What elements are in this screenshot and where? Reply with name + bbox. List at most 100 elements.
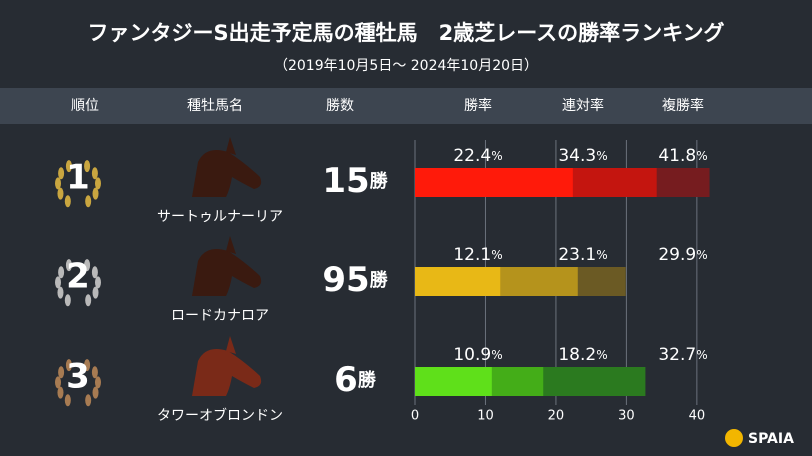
x-tick-label: 20 xyxy=(548,409,565,424)
value-number: 41.8 xyxy=(658,146,696,166)
x-tick-label: 30 xyxy=(618,409,635,424)
rank-number: 1 xyxy=(66,158,90,198)
laurel-leaf xyxy=(94,177,101,190)
horse-icon xyxy=(192,149,262,197)
rank-badge xyxy=(55,160,101,208)
laurel-leaf xyxy=(65,359,72,372)
value-label: 18.2% xyxy=(558,345,607,365)
horse-ear xyxy=(226,137,236,155)
rank-number: 2 xyxy=(66,257,90,297)
horse-icon xyxy=(192,248,262,296)
column-header: 連対率 xyxy=(562,97,604,114)
laurel-leaf xyxy=(64,294,71,307)
horse-ear xyxy=(226,236,236,254)
sire-name: サートゥルナーリア xyxy=(157,209,283,225)
laurel-leaf xyxy=(85,394,92,407)
sire-name: タワーオブロンドン xyxy=(157,407,283,424)
column-header: 勝数 xyxy=(326,98,354,114)
value-label: 34.3% xyxy=(558,146,607,166)
value-number: 22.4 xyxy=(453,146,491,166)
wins-unit: 勝 xyxy=(370,170,389,192)
header-bar xyxy=(0,88,812,124)
laurel-leaf xyxy=(92,286,99,299)
bar xyxy=(415,367,492,396)
value-unit: % xyxy=(696,348,707,362)
laurel-leaf xyxy=(92,187,99,200)
value-number: 32.7 xyxy=(658,345,696,365)
wins-unit: 勝 xyxy=(358,369,377,391)
value-unit: % xyxy=(596,248,607,262)
wins: 15勝 xyxy=(322,161,388,201)
laurel-leaf xyxy=(92,386,99,399)
laurel-leaf xyxy=(57,386,64,399)
laurel-leaf xyxy=(85,195,92,208)
wins-number: 95 xyxy=(322,260,369,300)
wins-unit: 勝 xyxy=(370,269,389,291)
horse-ear xyxy=(226,336,236,354)
value-number: 12.1 xyxy=(453,245,491,265)
laurel-leaf xyxy=(91,167,98,180)
value-label: 23.1% xyxy=(558,245,607,265)
value-label: 29.9% xyxy=(658,245,707,265)
value-unit: % xyxy=(696,149,707,163)
value-unit: % xyxy=(491,348,502,362)
laurel-leaf xyxy=(94,276,101,289)
laurel-leaf xyxy=(57,286,64,299)
laurel-leaf xyxy=(65,160,72,173)
laurel-leaf xyxy=(57,187,64,200)
laurel-leaf xyxy=(55,177,62,190)
value-label: 12.1% xyxy=(453,245,502,265)
laurel-leaf xyxy=(55,376,62,389)
value-unit: % xyxy=(491,248,502,262)
sire-name: ロードカナロア xyxy=(171,308,269,324)
laurel-leaf xyxy=(58,167,65,180)
wins: 95勝 xyxy=(322,260,388,300)
wins-number: 15 xyxy=(322,161,369,201)
value-label: 22.4% xyxy=(453,146,502,166)
column-header: 種牡馬名 xyxy=(187,98,243,114)
value-number: 23.1 xyxy=(558,245,596,265)
laurel-leaf xyxy=(91,366,98,379)
rank-badge xyxy=(55,359,101,407)
column-header: 複勝率 xyxy=(662,97,704,114)
value-unit: % xyxy=(596,348,607,362)
value-number: 10.9 xyxy=(453,345,491,365)
laurel-leaf xyxy=(91,266,98,279)
value-number: 18.2 xyxy=(558,345,596,365)
value-unit: % xyxy=(596,149,607,163)
laurel-leaf xyxy=(55,276,62,289)
laurel-leaf xyxy=(58,266,65,279)
value-unit: % xyxy=(491,149,502,163)
laurel-leaf xyxy=(84,160,91,173)
laurel-leaf xyxy=(64,195,71,208)
column-header: 順位 xyxy=(71,98,99,114)
value-unit: % xyxy=(696,248,707,262)
laurel-leaf xyxy=(64,394,71,407)
value-label: 10.9% xyxy=(453,345,502,365)
logo-icon xyxy=(725,429,743,447)
value-label: 41.8% xyxy=(658,146,707,166)
chart-title: ファンタジーS出走予定馬の種牡馬 2歳芝レースの勝率ランキング xyxy=(87,21,724,45)
laurel-leaf xyxy=(94,376,101,389)
rank-badge xyxy=(55,259,101,307)
value-number: 34.3 xyxy=(558,146,596,166)
value-label: 32.7% xyxy=(658,345,707,365)
rank-number: 3 xyxy=(66,357,90,397)
x-tick-label: 10 xyxy=(477,409,494,424)
laurel-leaf xyxy=(84,259,91,272)
bar xyxy=(415,168,573,197)
laurel-leaf xyxy=(85,294,92,307)
chart-subtitle: （2019年10月5日～ 2024年10月20日） xyxy=(274,58,538,74)
laurel-leaf xyxy=(58,366,65,379)
horse-icon xyxy=(192,348,262,396)
wins-number: 6 xyxy=(334,360,358,400)
x-tick-label: 0 xyxy=(411,409,419,424)
value-number: 29.9 xyxy=(658,245,696,265)
laurel-leaf xyxy=(65,259,72,272)
column-header: 勝率 xyxy=(464,97,492,114)
logo: SPAIA xyxy=(748,431,794,447)
wins: 6勝 xyxy=(334,360,377,400)
bar xyxy=(415,267,501,296)
